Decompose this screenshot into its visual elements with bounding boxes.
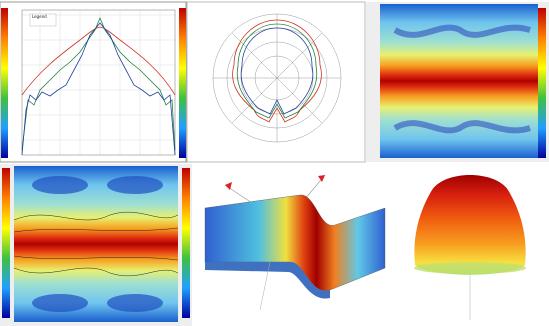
screenshot: Legend bbox=[0, 0, 549, 326]
colorbar bbox=[538, 8, 546, 158]
dome-3d bbox=[414, 175, 525, 275]
panel-frame bbox=[187, 2, 365, 162]
panel-frame bbox=[0, 2, 186, 162]
axis-arrow bbox=[318, 175, 325, 182]
contour-blob bbox=[107, 294, 163, 312]
colorbar bbox=[179, 8, 186, 158]
contour-blob bbox=[107, 176, 163, 194]
colorbar bbox=[1, 8, 8, 158]
colorbar bbox=[182, 168, 190, 318]
3d-view-panel bbox=[205, 175, 526, 320]
line-plot-panel: Legend bbox=[0, 2, 186, 162]
polar-plot-panel bbox=[187, 2, 365, 162]
heatmap-panel bbox=[366, 2, 549, 162]
legend-title: Legend bbox=[32, 14, 47, 19]
contour-blob bbox=[32, 176, 88, 194]
contour-panel bbox=[0, 164, 192, 326]
colorbar bbox=[2, 168, 10, 318]
contour-blob bbox=[32, 294, 88, 312]
polar-grid bbox=[213, 14, 341, 142]
surface-3d bbox=[205, 195, 385, 291]
dome-base bbox=[414, 262, 526, 274]
